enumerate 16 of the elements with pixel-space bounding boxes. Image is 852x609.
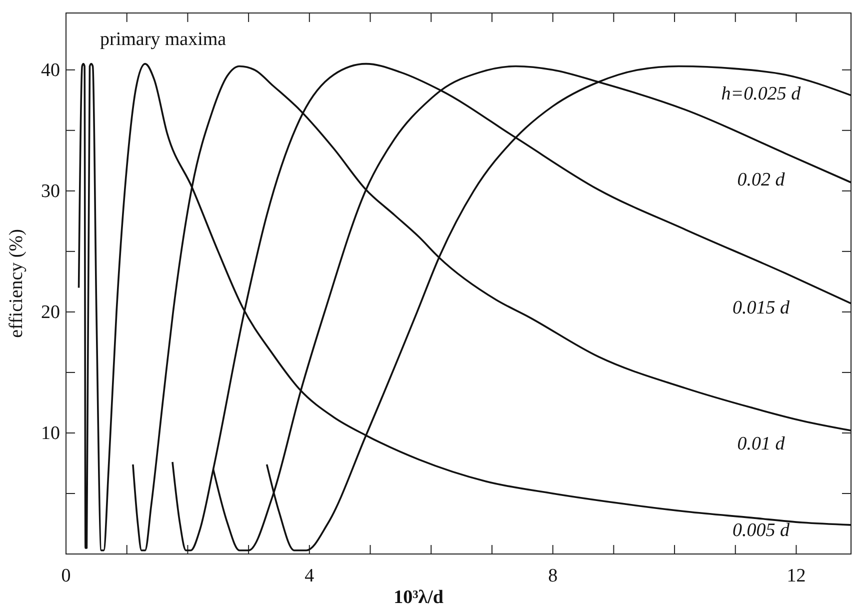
y-tick-label: 20 [41,302,60,324]
y-axis-title: efficiency (%) [6,229,27,338]
x-tick-label: 0 [61,565,71,586]
series-label: h=0.025 d [721,84,802,105]
x-tick-label: 4 [304,565,315,586]
y-tick-label: 10 [41,423,60,444]
y-tick-label: 40 [41,60,60,81]
series-label: 0.015 d [732,297,790,318]
series-label: 0.02 d [737,169,786,190]
series-label: 0.005 d [732,520,790,541]
y-tick-label: 30 [41,180,60,202]
annotation: primary maxima [100,29,227,50]
x-axis-title: 10³λ/d [394,587,444,608]
x-tick-label: 12 [786,565,806,586]
x-tick-label: 8 [548,565,558,586]
series-label: 0.01 d [737,433,786,454]
